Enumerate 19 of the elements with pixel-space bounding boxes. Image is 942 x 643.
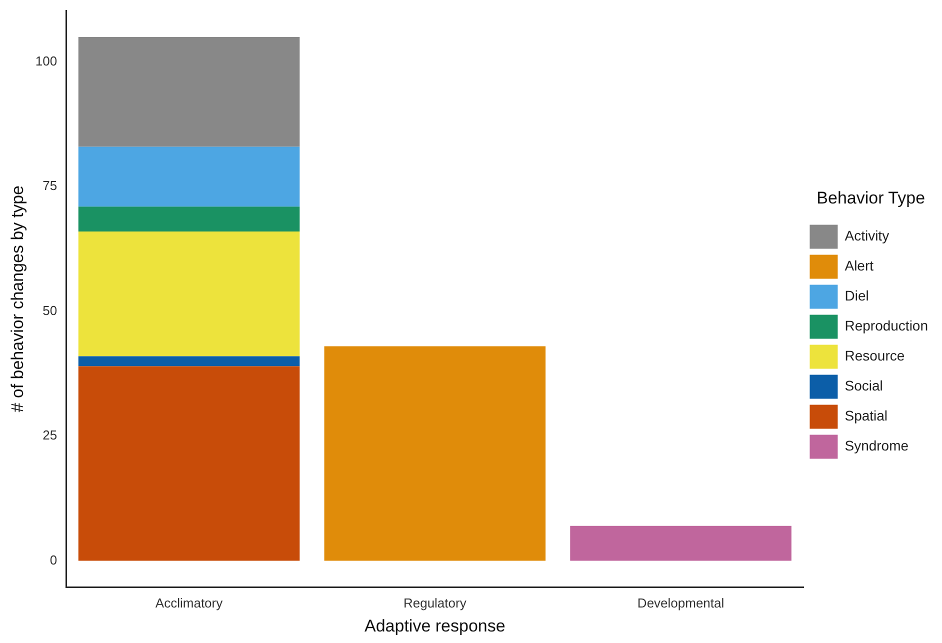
y-tick-label: 0: [50, 552, 58, 568]
legend-title: Behavior Type: [816, 188, 926, 208]
y-tick-label: 100: [35, 54, 58, 69]
y-tick-label: 75: [42, 178, 58, 194]
legend-label: Social: [844, 378, 883, 394]
legend-label: Spatial: [844, 408, 888, 424]
x-tick-label: Acclimatory: [155, 595, 224, 610]
legend-label: Activity: [844, 228, 890, 244]
y-axis-title: # of behavior changes by type: [8, 185, 27, 412]
x-tick-label: Developmental: [637, 595, 724, 610]
legend-label: Reproduction: [844, 318, 928, 334]
legend-label: Diel: [844, 288, 869, 304]
legend-label: Syndrome: [844, 438, 909, 454]
y-tick-label: 50: [42, 302, 58, 318]
legend-label: Resource: [844, 348, 905, 364]
x-axis-title: Adaptive response: [364, 616, 506, 636]
legend-label: Alert: [844, 258, 874, 274]
x-tick-label: Regulatory: [403, 595, 467, 610]
y-tick-label: 25: [42, 428, 58, 443]
